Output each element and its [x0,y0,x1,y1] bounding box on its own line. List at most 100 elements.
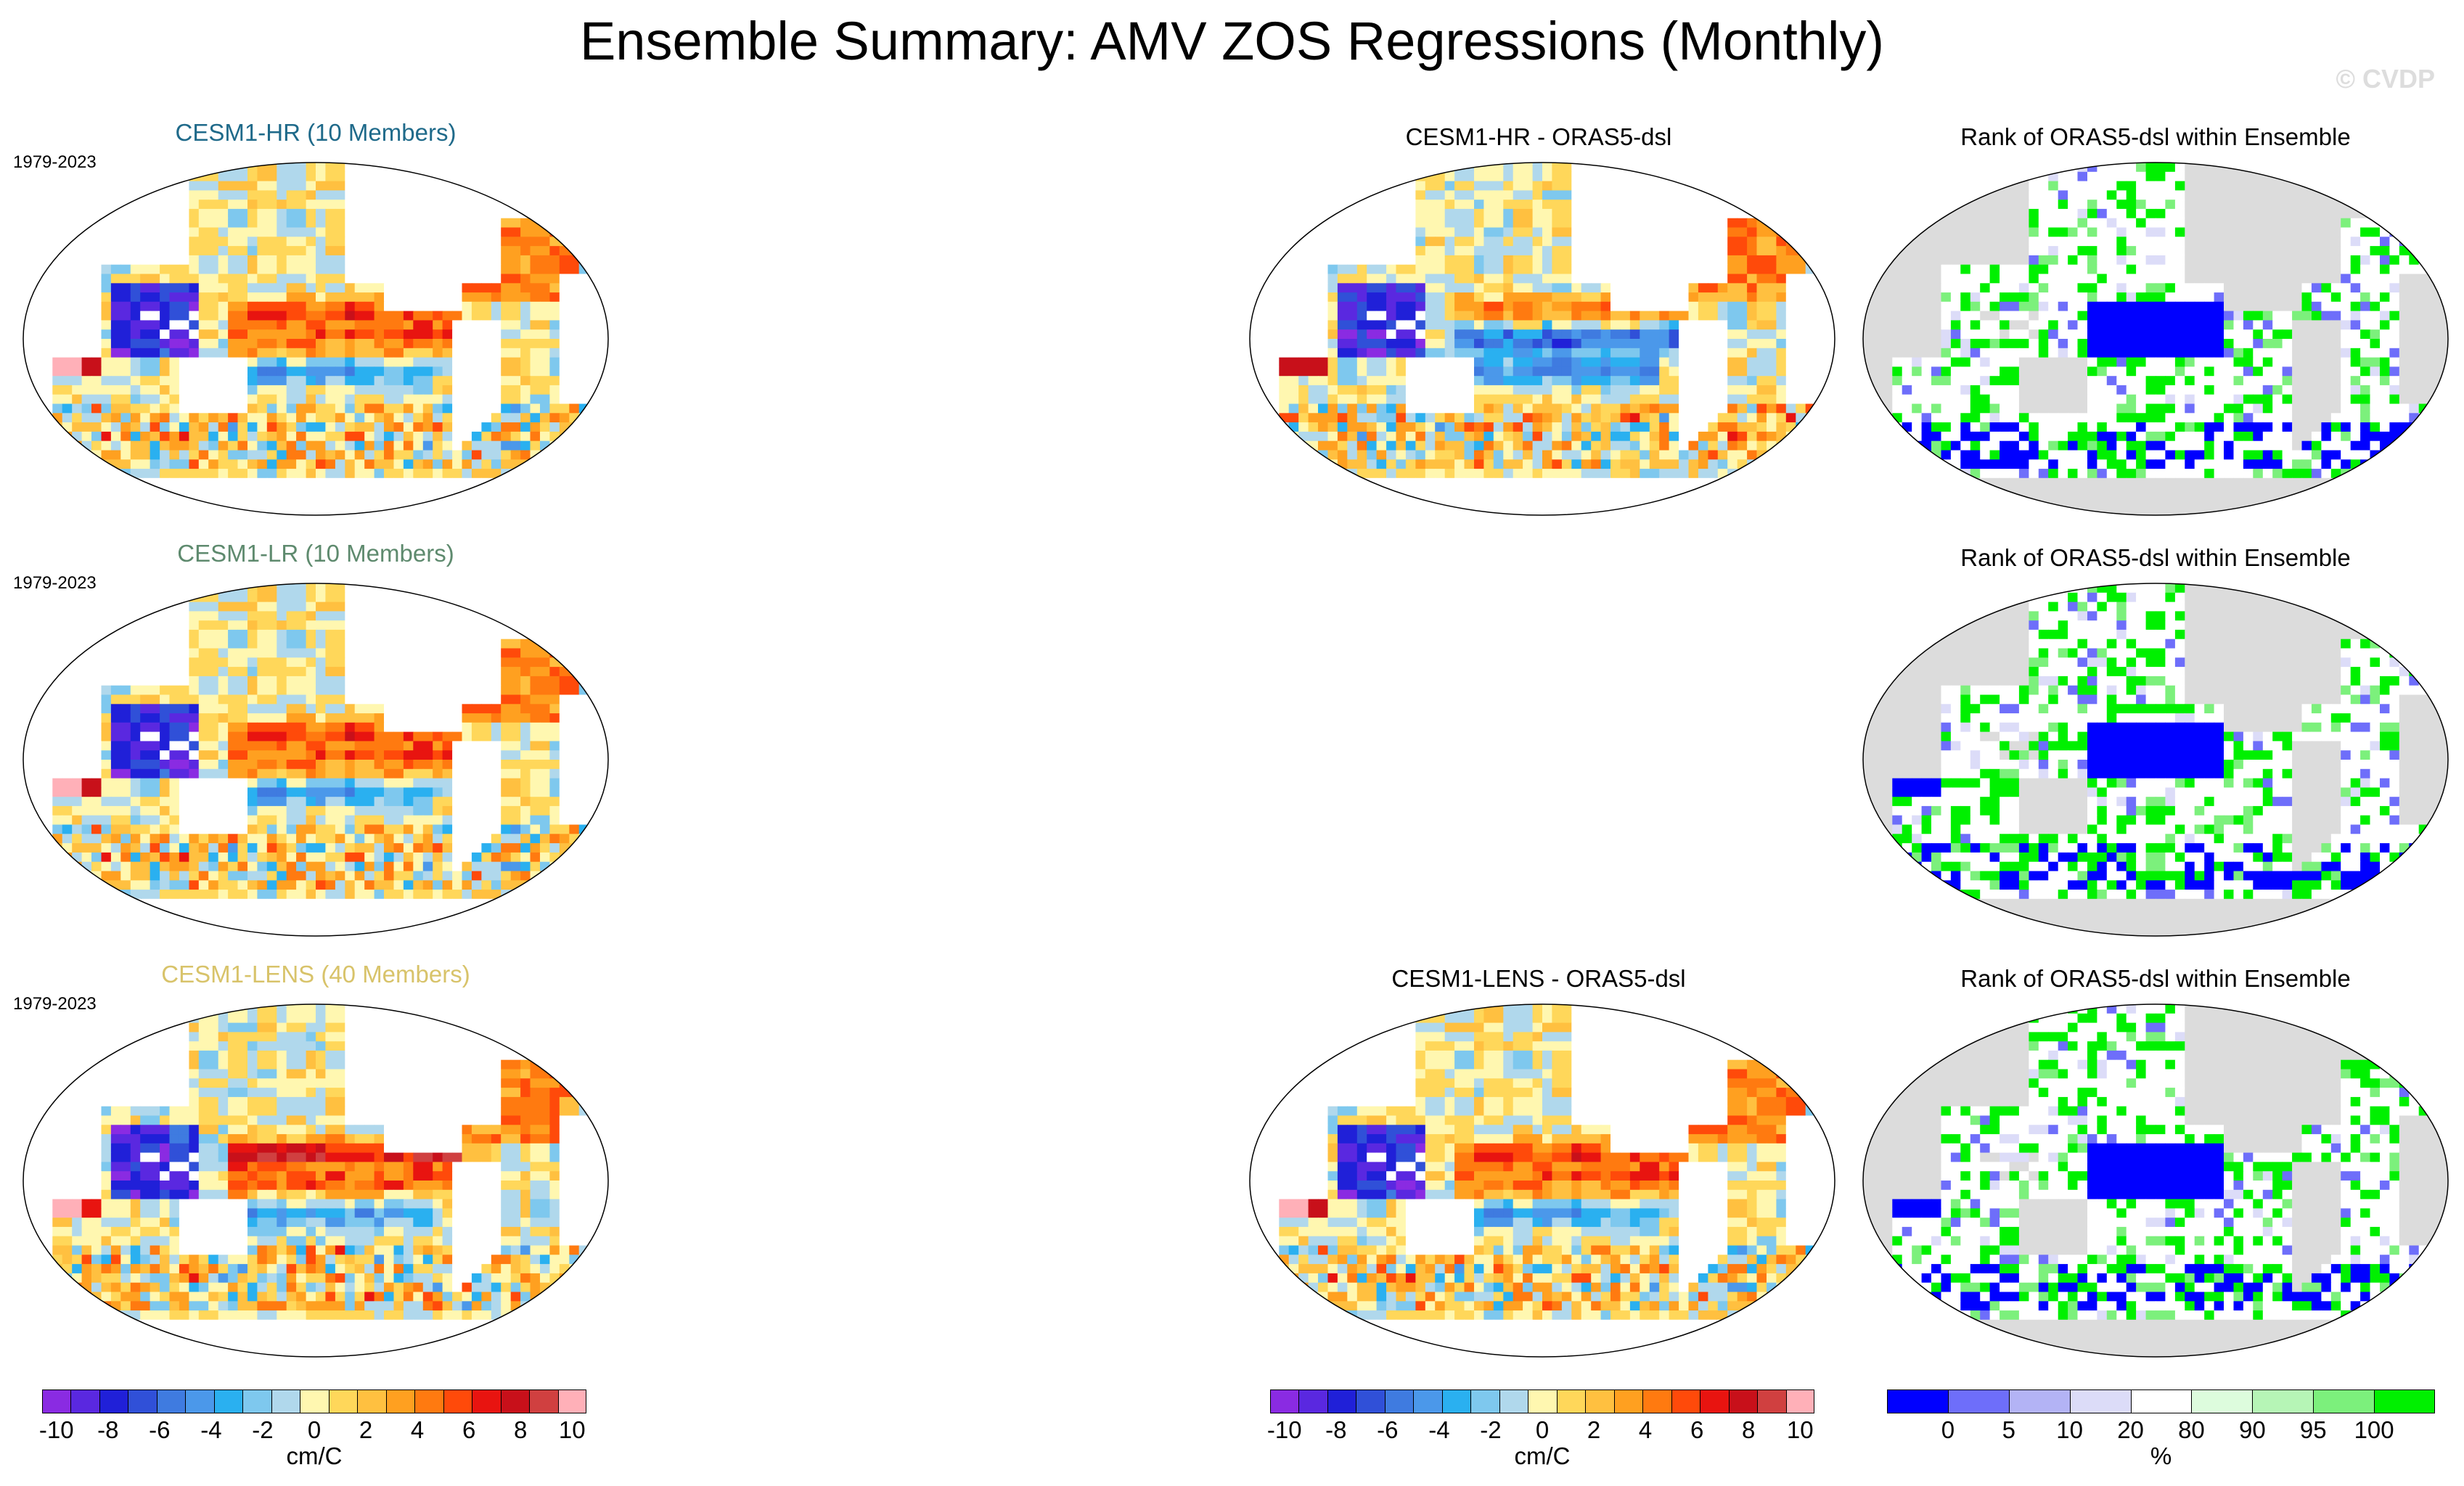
map-cell [1767,496,1777,506]
map-cell [1630,218,1640,228]
map-cell [374,200,385,209]
map-cell [306,488,316,497]
map-cell [1289,311,1299,321]
map-cell [491,404,502,414]
map-cell [1396,404,1407,414]
map-cell [1718,348,1728,358]
map-cell [2292,163,2302,172]
map-cell [43,292,53,302]
map-cell [1738,181,1748,191]
map-cell [423,190,433,200]
map-cell [364,181,374,191]
map-cell [569,320,579,329]
map-cell [1767,478,1777,488]
map-cell [520,496,531,506]
map-cell [1533,172,1543,181]
map-cell [1513,200,1523,209]
map-cell [140,451,150,460]
map-cell [1465,478,1475,488]
map-cell [62,339,73,348]
map-cell [1747,422,1757,432]
map-cell [491,451,502,460]
map-cell [325,404,335,414]
map-cell [1328,366,1338,376]
map-cell [2341,209,2351,218]
map-cell [199,190,209,200]
map-cell [1503,190,1513,200]
map-cell [540,478,550,488]
map-cell [1806,358,1816,367]
map-cell [1738,358,1748,367]
map-cell [277,172,287,181]
map-cell [1523,432,1533,441]
map-cell [443,292,453,302]
map-cell [1738,311,1748,321]
map-cell [1347,172,1357,181]
map-cell [150,265,160,274]
map-cell [218,209,229,218]
map-cell [1640,311,1650,321]
map-cell [1630,404,1640,414]
map-cell [2243,200,2254,209]
map-cell [52,432,62,441]
map-cell [1386,265,1396,274]
map-cell [1552,200,1562,209]
map-cell [491,209,502,218]
map-cell [1552,395,1562,404]
map-cell [1825,441,1835,451]
map-cell [1902,172,1912,181]
map-cell [1912,218,1922,228]
map-cell [1698,283,1708,292]
map-cell [345,274,355,284]
map-cell [228,496,238,506]
map-cell [1309,385,1319,395]
map-cell [335,320,345,329]
map-cell [2399,163,2410,172]
map-cell [228,172,238,181]
map-cell [1425,422,1436,432]
map-cell [1386,478,1396,488]
map-cell [1689,478,1699,488]
map-cell [481,320,491,329]
map-cell [511,265,521,274]
map-cell [1533,441,1543,451]
map-cell [1941,163,1952,172]
map-cell [560,404,570,414]
map-cell [1825,190,1835,200]
map-cell [120,441,131,451]
map-cell [443,422,453,432]
map-cell [179,376,189,385]
map-cell [345,432,355,441]
map-cell [413,348,423,358]
map-cell [1581,478,1592,488]
map-cell [1465,237,1475,246]
map-cell [325,329,335,339]
map-cell [1415,218,1425,228]
map-cell [62,172,73,181]
map-cell [1454,366,1465,376]
map-cell [1786,200,1796,209]
map-cell [1562,376,1572,385]
map-cell [1425,200,1436,209]
map-cell [1279,265,1289,274]
map-cell [218,478,229,488]
map-cell [1318,283,1328,292]
map-cell [1386,163,1396,172]
map-cell [277,302,287,311]
map-cell [560,265,570,274]
map-cell [160,172,170,181]
map-cell [1727,218,1738,228]
map-cell [1386,366,1396,376]
map-cell [1328,469,1338,478]
map-cell [1513,320,1523,329]
map-cell [1347,478,1357,488]
map-cell [1581,376,1592,385]
map-cell [560,200,570,209]
map-cell [1786,339,1796,348]
map-cell [1640,265,1650,274]
map-cell [1289,451,1299,460]
map-cell [1659,469,1669,478]
map-cell [1533,496,1543,506]
map-cell [287,265,297,274]
map-cell [1250,478,1260,488]
